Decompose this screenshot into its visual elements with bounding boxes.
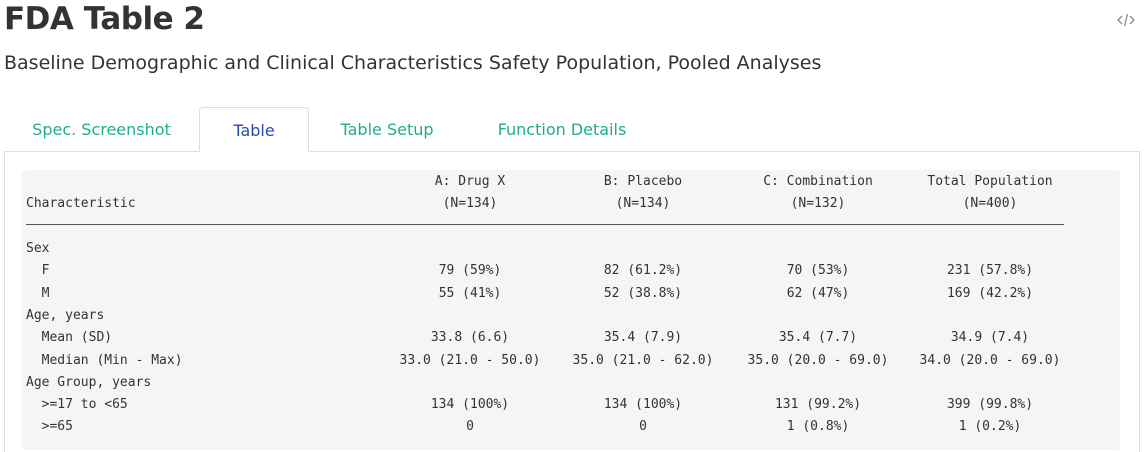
row-label: Median (Min - Max) xyxy=(26,353,183,368)
row-label: >=17 to <65 xyxy=(26,397,128,412)
table-cell: 134 (100%) xyxy=(603,397,683,412)
table-cell: 79 (59%) xyxy=(438,263,502,278)
table-cell: 131 (99.2%) xyxy=(774,397,862,412)
table-cell: 1 (0.2%) xyxy=(958,419,1022,434)
row-label: F xyxy=(26,263,50,278)
table-cell: 70 (53%) xyxy=(786,263,850,278)
table-cell: 52 (38.8%) xyxy=(603,286,683,301)
column-header-placebo: B: Placebo xyxy=(603,174,683,189)
column-header-combination: C: Combination xyxy=(763,174,873,189)
row-label: M xyxy=(26,286,50,301)
table-cell: 33.0 (21.0 - 50.0) xyxy=(399,353,541,368)
tab-table-setup[interactable]: Table Setup xyxy=(340,120,434,139)
row-label: >=65 xyxy=(26,419,73,434)
table-cell: 134 (100%) xyxy=(430,397,510,412)
table-cell: 0 xyxy=(466,419,474,434)
tab-function-details[interactable]: Function Details xyxy=(497,120,627,139)
tab-table[interactable]: Table xyxy=(199,107,309,152)
table-cell: 35.0 (20.0 - 69.0) xyxy=(747,353,889,368)
stub-header: Characteristic xyxy=(26,196,136,211)
table-cell: 1 (0.8%) xyxy=(786,419,850,434)
table-cell: 55 (41%) xyxy=(438,286,502,301)
tab-spec-screenshot[interactable]: Spec. Screenshot xyxy=(32,120,171,139)
row-label: Sex xyxy=(26,241,50,256)
row-label: Age Group, years xyxy=(26,375,152,390)
row-label: Age, years xyxy=(26,308,105,323)
table-cell: 231 (57.8%) xyxy=(946,263,1034,278)
table-cell: 399 (99.8%) xyxy=(946,397,1034,412)
table-cell: 34.0 (20.0 - 69.0) xyxy=(919,353,1061,368)
page-title: FDA Table 2 xyxy=(4,1,205,37)
table-cell: 62 (47%) xyxy=(786,286,850,301)
page-subtitle: Baseline Demographic and Clinical Charac… xyxy=(4,52,822,74)
table-cell: 33.8 (6.6) xyxy=(430,330,510,345)
row-label: Mean (SD) xyxy=(26,330,113,345)
column-n-total: (N=400) xyxy=(962,196,1018,211)
table-cell: 34.9 (7.4) xyxy=(950,330,1030,345)
table-cell: 35.0 (21.0 - 62.0) xyxy=(572,353,714,368)
column-n-drug-x: (N=134) xyxy=(442,196,498,211)
header-divider xyxy=(26,224,1064,225)
table-container xyxy=(22,170,1120,450)
table-cell: 35.4 (7.9) xyxy=(603,330,683,345)
column-header-total: Total Population xyxy=(927,174,1053,189)
table-cell: 35.4 (7.7) xyxy=(778,330,858,345)
column-header-drug-x: A: Drug X xyxy=(434,174,506,189)
column-n-combination: (N=132) xyxy=(790,196,846,211)
column-n-placebo: (N=134) xyxy=(615,196,671,211)
tab-bar: Spec. Screenshot Table Table Setup Funct… xyxy=(4,107,1140,152)
table-cell: 82 (61.2%) xyxy=(603,263,683,278)
code-icon[interactable] xyxy=(1116,12,1136,28)
table-cell: 169 (42.2%) xyxy=(946,286,1034,301)
table-cell: 0 xyxy=(639,419,647,434)
